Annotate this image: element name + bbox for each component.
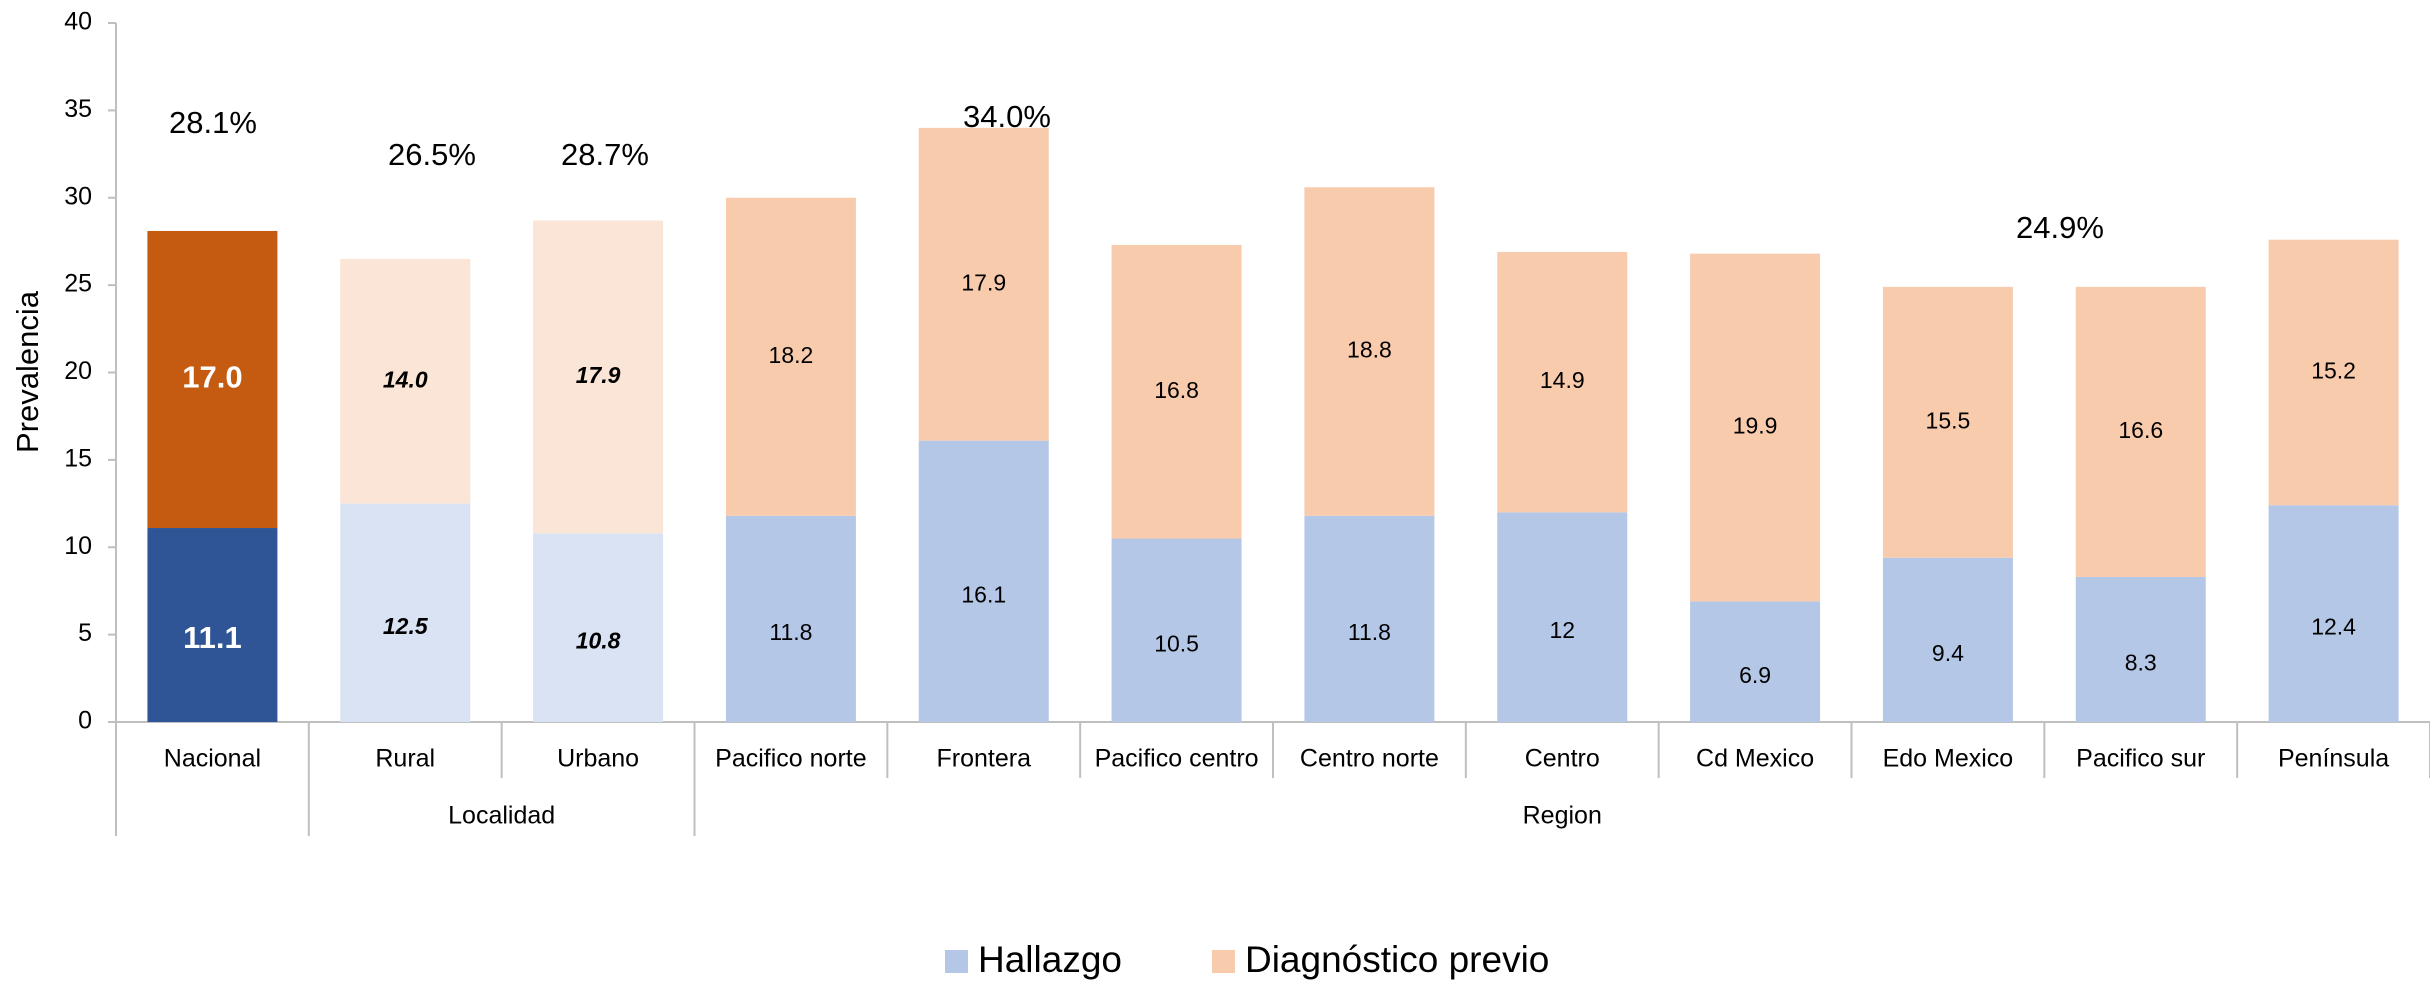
x-tick-label: Pacifico norte bbox=[715, 745, 866, 773]
data-label: 12.5 bbox=[383, 613, 429, 639]
y-tick-label: 15 bbox=[64, 444, 92, 472]
group-label: Region bbox=[1523, 802, 1602, 830]
bar-segment bbox=[340, 258, 471, 504]
data-label: 15.2 bbox=[2311, 358, 2356, 384]
bar-segment bbox=[725, 197, 856, 516]
x-tick-label: Pacifico centro bbox=[1095, 745, 1259, 773]
x-tick-label: Frontera bbox=[937, 745, 1032, 773]
data-label: 8.3 bbox=[2125, 650, 2157, 676]
group-label: Localidad bbox=[448, 802, 555, 830]
data-label: 16.8 bbox=[1154, 377, 1199, 403]
data-label: 14.0 bbox=[383, 366, 428, 392]
bar-segment bbox=[2268, 239, 2399, 506]
y-tick-label: 25 bbox=[64, 270, 92, 298]
bar-segment bbox=[533, 533, 664, 722]
bar-segment bbox=[533, 220, 664, 534]
bar-segment bbox=[1497, 251, 1628, 513]
data-label: 10.8 bbox=[576, 628, 621, 654]
data-label: 17.9 bbox=[576, 362, 621, 388]
data-label: 17.9 bbox=[961, 269, 1006, 295]
legend-swatch bbox=[945, 950, 968, 973]
bar-segment bbox=[1304, 187, 1435, 516]
x-tick-label: Centro norte bbox=[1300, 745, 1439, 773]
bar-segment bbox=[2075, 286, 2206, 577]
data-label: 19.9 bbox=[1733, 413, 1778, 439]
y-tick-label: 35 bbox=[64, 95, 92, 123]
bar-segment bbox=[147, 230, 278, 529]
bar-segment bbox=[2075, 576, 2206, 722]
bar-segment bbox=[147, 528, 278, 722]
bar-segment bbox=[1111, 244, 1242, 539]
bar-segment bbox=[1111, 538, 1242, 722]
data-label: 16.1 bbox=[961, 581, 1006, 607]
annotation: 28.1% bbox=[169, 105, 257, 140]
y-tick-label: 10 bbox=[64, 532, 92, 560]
bar-segment bbox=[340, 503, 471, 722]
data-label: 15.5 bbox=[1926, 407, 1971, 433]
x-tick-label: Península bbox=[2278, 745, 2389, 773]
y-tick-label: 30 bbox=[64, 182, 92, 210]
y-tick-label: 20 bbox=[64, 357, 92, 385]
data-label: 9.4 bbox=[1932, 640, 1964, 666]
bar-segment bbox=[1882, 286, 2013, 558]
data-label: 14.9 bbox=[1540, 367, 1585, 393]
bar-segment bbox=[1497, 512, 1628, 722]
x-tick-label: Edo Mexico bbox=[1883, 745, 2014, 773]
y-tick-label: 40 bbox=[64, 8, 92, 36]
y-axis-label: Prevalencia bbox=[10, 290, 45, 453]
data-label: 16.6 bbox=[2118, 417, 2163, 443]
data-label: 6.9 bbox=[1739, 662, 1771, 688]
legend-label: Diagnóstico previo bbox=[1245, 939, 1549, 980]
data-label: 10.5 bbox=[1154, 630, 1199, 656]
data-label: 11.8 bbox=[769, 619, 812, 645]
bar-segment bbox=[918, 127, 1049, 441]
x-tick-label: Centro bbox=[1525, 745, 1600, 773]
data-label: 17.0 bbox=[182, 360, 242, 395]
x-tick-label: Cd Mexico bbox=[1696, 745, 1814, 773]
bar-segment bbox=[1690, 253, 1821, 602]
y-tick-label: 5 bbox=[78, 619, 92, 647]
x-tick-label: Rural bbox=[375, 745, 435, 773]
data-label: 11.8 bbox=[1348, 619, 1391, 645]
data-label: 11.1 bbox=[183, 620, 242, 655]
x-tick-label: Urbano bbox=[557, 745, 639, 773]
bar-segment bbox=[918, 440, 1049, 722]
x-tick-label: Pacifico sur bbox=[2076, 745, 2205, 773]
data-label: 12.4 bbox=[2311, 614, 2356, 640]
bar-segment bbox=[1304, 515, 1435, 722]
data-label: 18.8 bbox=[1347, 337, 1392, 363]
bar-segment bbox=[1690, 601, 1821, 722]
x-tick-label: Nacional bbox=[164, 745, 261, 773]
bar-segment bbox=[2268, 505, 2399, 722]
legend-swatch bbox=[1211, 950, 1235, 973]
annotation: 24.9% bbox=[2016, 210, 2104, 245]
data-label: 18.2 bbox=[769, 342, 814, 368]
y-tick-label: 0 bbox=[78, 707, 92, 735]
annotation: 34.0% bbox=[963, 99, 1051, 134]
bar-segment bbox=[725, 515, 856, 722]
data-label: 12 bbox=[1549, 617, 1575, 643]
annotation: 26.5% bbox=[388, 137, 476, 172]
legend-label: Hallazgo bbox=[978, 939, 1122, 980]
annotation: 28.7% bbox=[561, 137, 649, 172]
bar-segment bbox=[1882, 557, 2013, 722]
